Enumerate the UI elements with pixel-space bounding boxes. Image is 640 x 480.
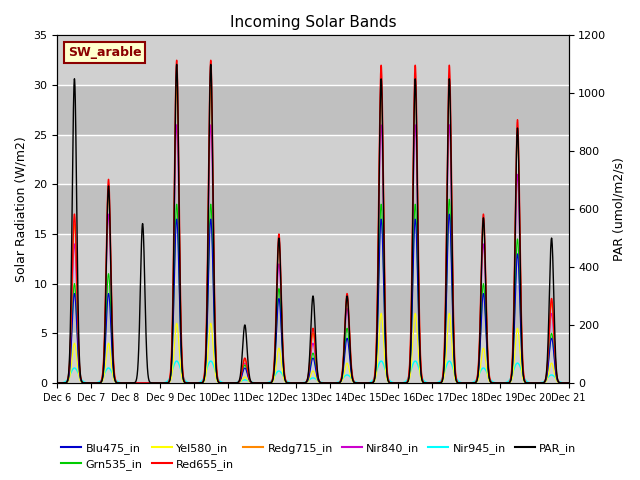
Y-axis label: PAR (umol/m2/s): PAR (umol/m2/s): [612, 157, 625, 261]
Text: SW_arable: SW_arable: [68, 46, 141, 59]
Bar: [58, 85, 568, 134]
Bar: [58, 234, 568, 284]
Bar: [58, 184, 568, 234]
Y-axis label: Solar Radiation (W/m2): Solar Radiation (W/m2): [15, 136, 28, 282]
Bar: [58, 36, 568, 85]
Bar: [58, 333, 568, 383]
Bar: [58, 134, 568, 184]
Title: Incoming Solar Bands: Incoming Solar Bands: [230, 15, 396, 30]
Legend: Blu475_in, Grn535_in, Yel580_in, Red655_in, Redg715_in, Nir840_in, Nir945_in, PA: Blu475_in, Grn535_in, Yel580_in, Red655_…: [57, 438, 581, 474]
Bar: [58, 284, 568, 333]
